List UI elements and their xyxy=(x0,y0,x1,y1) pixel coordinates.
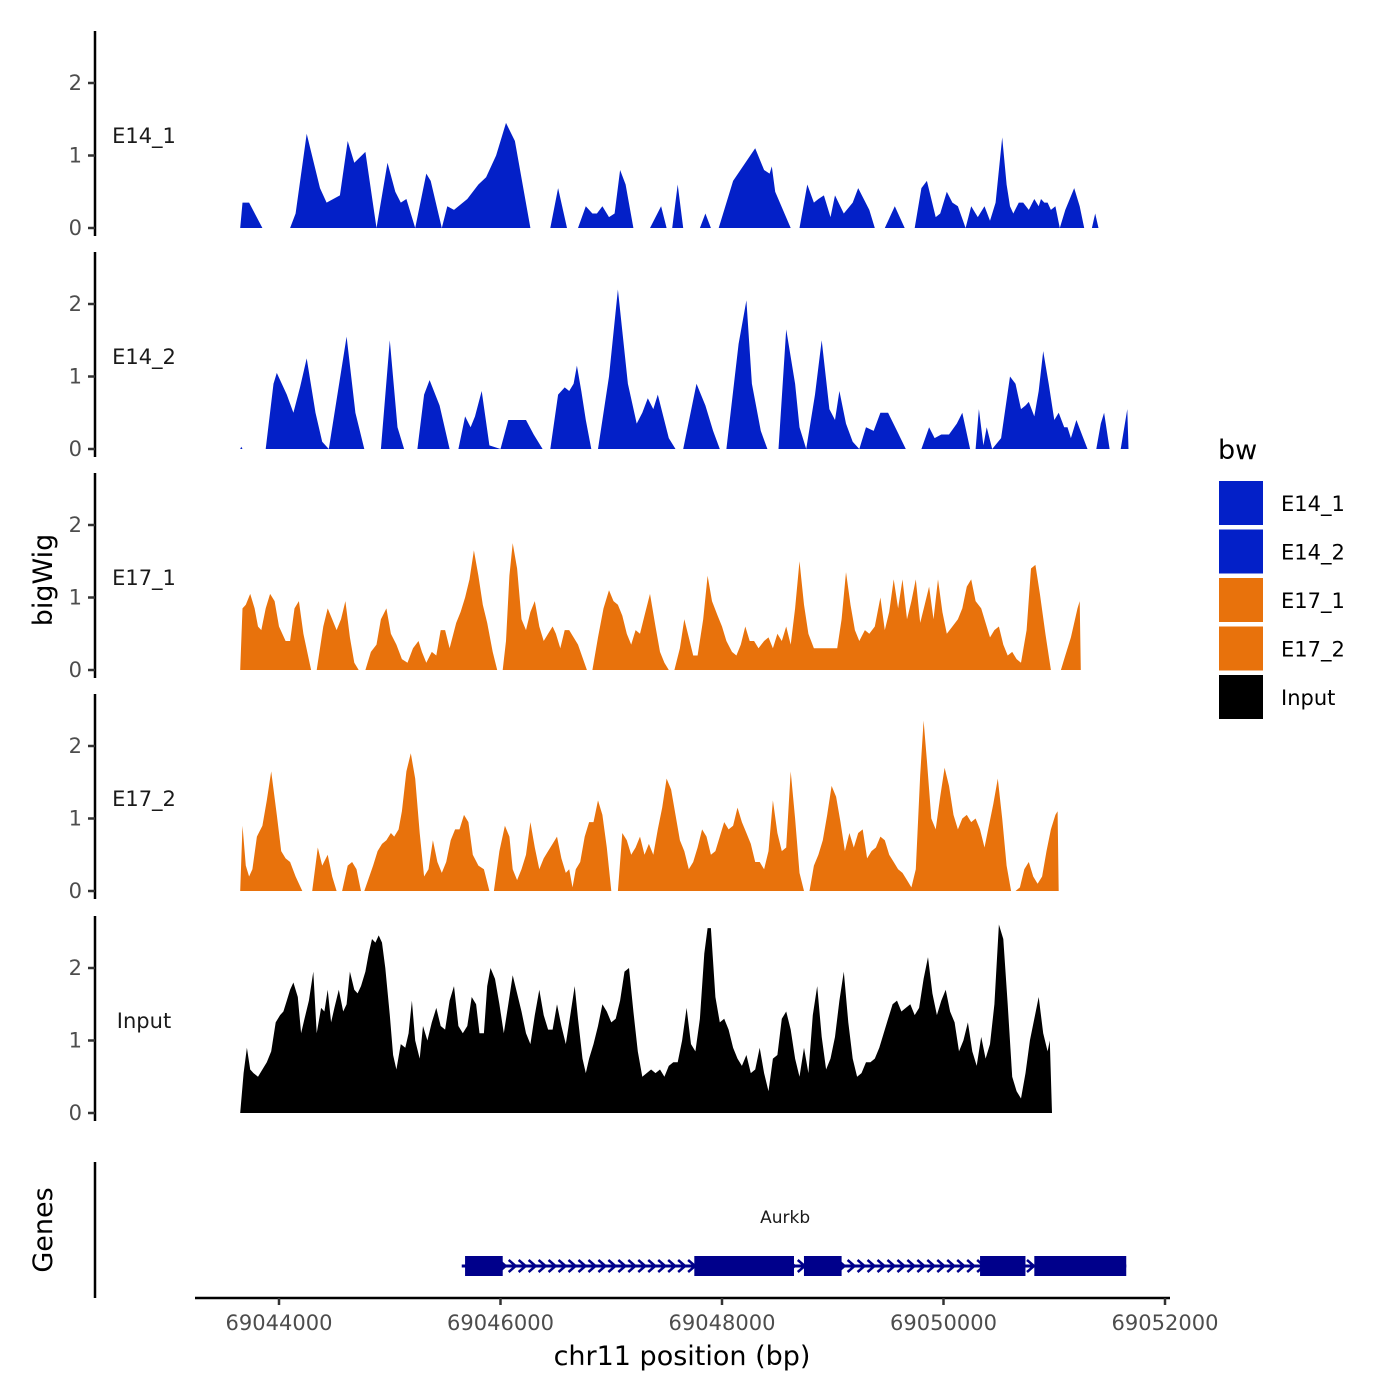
gene-exon xyxy=(465,1256,503,1276)
y-tick-label: 1 xyxy=(69,807,82,831)
gene-strand-arrow xyxy=(537,1259,548,1273)
y-tick-label: 2 xyxy=(69,956,82,980)
y-tick-label: 0 xyxy=(69,879,82,903)
legend-swatch-input xyxy=(1219,675,1263,719)
gene-strand-arrow xyxy=(547,1259,558,1273)
signal-area-e14-2 xyxy=(240,289,1129,449)
gene-panel: Aurkb xyxy=(93,1162,1127,1298)
gene-strand-arrow xyxy=(597,1259,608,1273)
y-tick-label: 0 xyxy=(69,437,82,461)
legend-label: E14_2 xyxy=(1281,541,1345,566)
gene-strand-arrow xyxy=(946,1259,957,1273)
track-label: E14_1 xyxy=(112,124,176,149)
gene-strand-arrow xyxy=(527,1259,538,1273)
genes-axis-title: Genes xyxy=(28,1187,59,1272)
gene-strand-arrow xyxy=(916,1259,927,1273)
legend-title: bw xyxy=(1218,435,1257,466)
gene-strand-arrow xyxy=(647,1259,658,1273)
track-label: E17_1 xyxy=(112,566,176,591)
gene-strand-arrow xyxy=(856,1259,867,1273)
x-tick-label: 69052000 xyxy=(1112,1311,1219,1335)
signal-area-e17-1 xyxy=(240,543,1081,670)
legend-swatch-e14-2 xyxy=(1219,529,1263,574)
track-label: Input xyxy=(117,1009,171,1033)
gene-strand-arrow xyxy=(906,1259,917,1273)
signal-tracks: 0 1 2 E14_1 0 1 2 E14_2 0 1 2 E17_1 0 1 2 E17_2 0 1 2 Input xyxy=(69,31,1129,1125)
legend-label: E17_2 xyxy=(1281,638,1345,663)
gene-strand-arrow xyxy=(637,1259,648,1273)
gene-strand-arrow xyxy=(667,1259,678,1273)
x-axis: 69044000 69046000 69048000 69050000 69052000 xyxy=(195,1296,1219,1335)
gene-strand-arrow xyxy=(866,1259,877,1273)
gene-strand-arrow xyxy=(936,1259,947,1273)
legend-label: Input xyxy=(1281,686,1335,710)
gene-exon xyxy=(803,1256,842,1276)
gene-strand-arrow xyxy=(557,1259,568,1273)
gene-strand-arrow xyxy=(956,1259,967,1273)
legend: E14_1 E14_2 E17_1 E17_2 Input xyxy=(1219,481,1345,719)
gene-strand-arrow xyxy=(627,1259,638,1273)
signal-area-e14-1 xyxy=(240,122,1099,228)
gene-strand-arrow xyxy=(567,1259,578,1273)
gene-strand-arrow xyxy=(657,1259,668,1273)
y-tick-label: 0 xyxy=(69,658,82,682)
y-tick-label: 1 xyxy=(69,365,82,389)
track-e17-1: 0 1 2 E17_1 xyxy=(69,473,1081,682)
y-tick-label: 2 xyxy=(69,292,82,316)
track-e17-2: 0 1 2 E17_2 xyxy=(69,694,1059,903)
gene-strand-arrow xyxy=(886,1259,897,1273)
gene-exon xyxy=(980,1256,1026,1276)
x-axis-title: chr11 position (bp) xyxy=(554,1341,811,1372)
x-tick-label: 69048000 xyxy=(669,1311,776,1335)
signal-area-e17-2 xyxy=(240,720,1059,891)
y-tick-label: 1 xyxy=(69,586,82,610)
y-tick-label: 1 xyxy=(69,1029,82,1053)
gene-exon xyxy=(1034,1256,1127,1276)
y-tick-label: 0 xyxy=(69,1101,82,1125)
legend-label: E17_1 xyxy=(1281,589,1345,614)
gene-strand-arrow xyxy=(607,1259,618,1273)
y-tick-label: 2 xyxy=(69,71,82,95)
track-e14-2: 0 1 2 E14_2 xyxy=(69,252,1129,461)
x-tick-label: 69046000 xyxy=(447,1311,554,1335)
y-tick-label: 1 xyxy=(69,144,82,168)
x-tick-label: 69044000 xyxy=(226,1311,333,1335)
gene-strand-arrow xyxy=(677,1259,688,1273)
y-tick-label: 2 xyxy=(69,734,82,758)
gene-strand-arrow xyxy=(966,1259,977,1273)
legend-swatch-e17-1 xyxy=(1219,578,1263,622)
gene-strand-arrow xyxy=(517,1259,528,1273)
legend-swatch-e14-1 xyxy=(1219,481,1263,525)
track-input: 0 1 2 Input xyxy=(69,916,1052,1125)
gene-strand-arrow xyxy=(1026,1259,1036,1273)
gene-exon xyxy=(694,1256,794,1276)
gene-strand-arrow xyxy=(876,1259,887,1273)
gene-strand-arrow xyxy=(617,1259,628,1273)
y-tick-label: 2 xyxy=(69,513,82,537)
gene-strand-arrow xyxy=(896,1259,907,1273)
y-tick-label: 0 xyxy=(69,216,82,240)
y-axis-title: bigWig xyxy=(28,534,59,627)
legend-swatch-e17-2 xyxy=(1219,626,1263,671)
gene-strand-arrow xyxy=(587,1259,598,1273)
track-e14-1: 0 1 2 E14_1 xyxy=(69,31,1099,240)
gene-strand-arrow xyxy=(926,1259,937,1273)
gene-strand-arrow xyxy=(577,1259,588,1273)
signal-area-input xyxy=(240,924,1052,1113)
track-label: E14_2 xyxy=(112,345,176,370)
gene-strand-arrow xyxy=(507,1259,518,1273)
gene-label: Aurkb xyxy=(760,1208,810,1228)
track-label: E17_2 xyxy=(112,787,176,812)
legend-label: E14_1 xyxy=(1281,492,1345,517)
gene-strand-arrow xyxy=(846,1259,857,1273)
x-tick-label: 69050000 xyxy=(890,1311,997,1335)
